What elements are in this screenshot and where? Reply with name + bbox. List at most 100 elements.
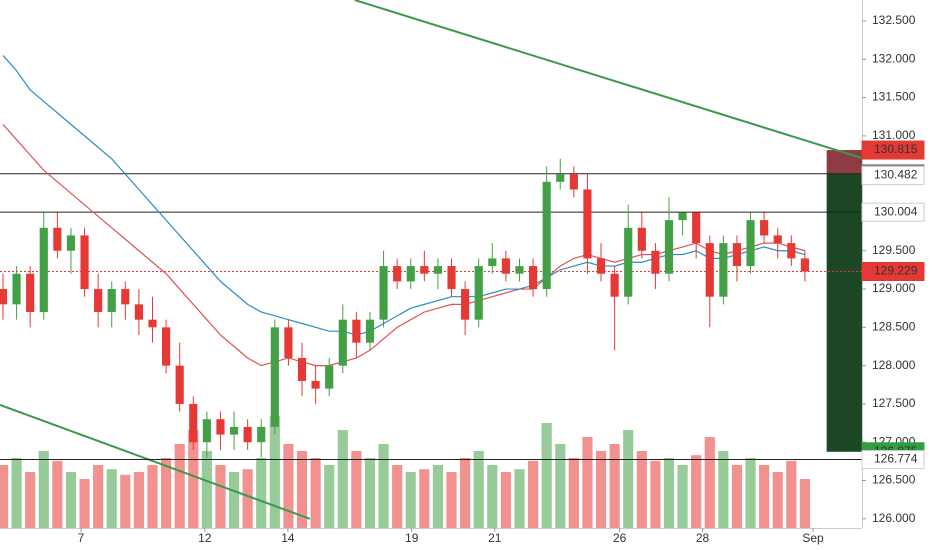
- volume-bar: [663, 458, 675, 528]
- volume-bar: [392, 465, 403, 528]
- volume-bar: [52, 460, 63, 528]
- price-tag-label: 130.815: [874, 142, 918, 156]
- price-tag-label: 126.774: [874, 452, 918, 466]
- candle-body: [270, 327, 279, 427]
- volume-bar: [215, 465, 226, 528]
- candle-body: [447, 266, 456, 290]
- x-tick-label: Sep: [802, 531, 824, 545]
- y-tick-label: 129.500: [872, 243, 916, 257]
- volume-bar: [595, 451, 607, 528]
- candle-body: [297, 357, 307, 381]
- volume-bar: [582, 437, 593, 528]
- target-zone: [826, 173, 862, 452]
- candle-body: [556, 174, 565, 182]
- y-tick-label: 128.000: [872, 358, 916, 372]
- volume-bar: [718, 451, 729, 528]
- candle-body: [583, 189, 592, 259]
- candle-body: [569, 174, 578, 190]
- candle-body: [610, 273, 619, 297]
- candle-body: [148, 319, 157, 328]
- volume-bar: [609, 444, 620, 528]
- price-tag: [861, 262, 925, 282]
- x-tick-label: 14: [281, 531, 295, 545]
- volume-bar: [79, 479, 90, 528]
- volume-bar: [120, 474, 131, 528]
- candle-body: [311, 380, 320, 389]
- volume-bar: [188, 430, 199, 528]
- volume-bar: [500, 472, 511, 528]
- volume-bar: [623, 430, 634, 528]
- x-tick-label: 12: [198, 531, 212, 545]
- candle-body: [243, 426, 252, 443]
- price-tag: [861, 202, 925, 222]
- volume-bar: [106, 469, 117, 528]
- volume-bar: [786, 460, 797, 528]
- volume-bar: [242, 469, 253, 528]
- y-tick-label: 129.000: [872, 281, 916, 295]
- candle-body: [501, 258, 510, 274]
- volume-bar: [636, 451, 647, 528]
- candle-body: [94, 289, 103, 313]
- candle-body: [202, 419, 211, 443]
- volume-bar: [446, 472, 457, 528]
- candle-body: [746, 220, 755, 267]
- candle-body: [393, 266, 402, 282]
- candle-body: [433, 266, 443, 274]
- candle-body: [678, 212, 687, 221]
- candle-body: [787, 243, 796, 259]
- volume-bar: [256, 458, 267, 528]
- volume-bar: [310, 458, 321, 528]
- candle-body: [515, 266, 524, 274]
- candle-body: [325, 365, 334, 389]
- price-tag-label: 129.229: [874, 264, 918, 278]
- candle-body: [474, 266, 483, 320]
- volume-bar: [650, 460, 661, 528]
- volume-bar: [38, 451, 49, 528]
- price-tag: [861, 166, 925, 186]
- candle-body: [352, 319, 361, 343]
- volume-bar: [174, 444, 185, 528]
- volume-bar: [704, 437, 715, 528]
- volume-bar: [351, 451, 362, 528]
- candle-body: [719, 243, 728, 297]
- candle-body: [800, 258, 809, 272]
- price-tag: [861, 450, 925, 470]
- candle-body: [528, 266, 538, 290]
- volume-bar: [228, 472, 240, 528]
- volume-bar: [799, 479, 810, 528]
- x-tick-label: 7: [78, 531, 85, 545]
- volume-bar: [759, 465, 770, 528]
- x-tick-label: 21: [488, 531, 502, 545]
- candle-body: [121, 289, 130, 305]
- candle-body: [488, 258, 497, 267]
- volume-bar: [337, 430, 348, 528]
- volume-bar: [283, 444, 294, 528]
- candle-body: [189, 403, 198, 443]
- volume-bar: [460, 458, 471, 528]
- candle-body: [229, 426, 239, 435]
- price-tag-label: 130.004: [874, 204, 918, 218]
- y-tick-label: 128.500: [872, 320, 916, 334]
- volume-bar: [568, 458, 579, 528]
- volume-bar: [65, 472, 77, 528]
- candle-body: [257, 426, 266, 443]
- y-tick-label: 127.500: [872, 396, 916, 410]
- candle-body: [53, 227, 62, 251]
- candle-body: [705, 243, 714, 297]
- candle-body: [365, 319, 375, 343]
- volume-bar: [269, 416, 280, 528]
- volume-bar: [25, 472, 36, 528]
- volume-bar: [487, 465, 498, 528]
- y-tick-label: 126.500: [872, 473, 916, 487]
- price-tag: [861, 140, 925, 160]
- volume-bar: [93, 465, 104, 528]
- candle-body: [0, 289, 8, 305]
- trendline: [0, 403, 311, 520]
- candle-body: [461, 289, 470, 320]
- volume-bar: [541, 423, 552, 528]
- y-tick-label: 126.000: [872, 511, 916, 525]
- volume-bar: [432, 465, 444, 528]
- volume-bar: [0, 465, 9, 528]
- volume-bar: [133, 472, 144, 528]
